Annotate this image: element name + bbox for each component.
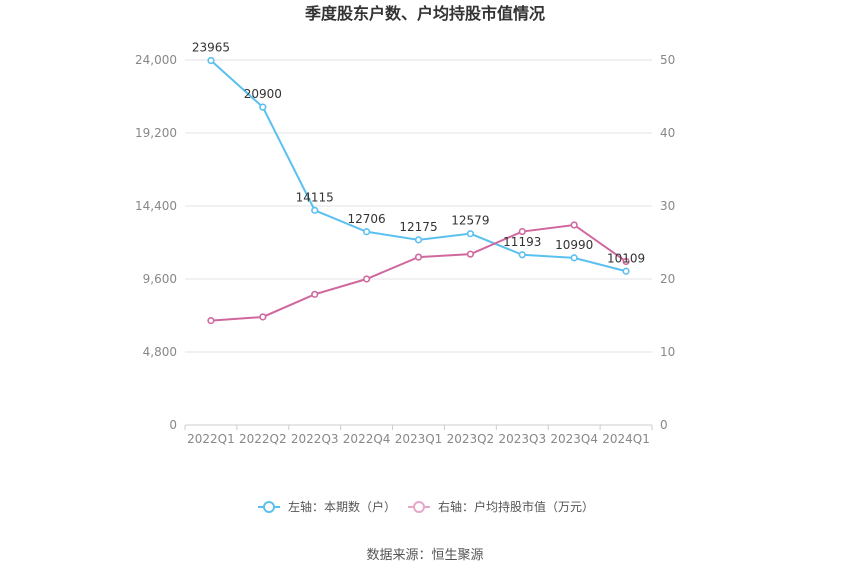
data-labels: 23965 20900 14115 12706 12175 12579 11193 10990… (192, 41, 645, 266)
data-label: 11193 (503, 235, 541, 249)
y-left-tick-label: 0 (169, 418, 177, 432)
source-text: 数据来源：恒生聚源 (366, 548, 483, 563)
data-point (518, 227, 526, 236)
data-label: 20900 (244, 87, 282, 101)
axes: 0 4,800 9,600 14,400 19,200 24,000 0 10 20 30 40 50… (135, 53, 675, 446)
y-left-tick-label: 9,600 (143, 272, 177, 286)
data-point (363, 275, 371, 283)
data-label: 10990 (555, 238, 593, 252)
y-right-tick-label: 30 (660, 199, 675, 213)
legend-marker-circle (413, 501, 425, 513)
x-tick-label: 2024Q1 (602, 432, 650, 446)
data-label: 12579 (451, 214, 489, 228)
data-point (570, 221, 578, 229)
legend-label: 右轴：户均持股市值（万元） (438, 499, 594, 514)
data-point (466, 230, 474, 238)
chart-title: 季度股东户数、户均持股市值情况 (304, 4, 545, 23)
data-point (570, 254, 578, 262)
data-label: 14115 (296, 190, 334, 204)
y-right-tick-label: 20 (660, 272, 675, 286)
x-tick-label: 2023Q4 (550, 432, 598, 446)
data-point (518, 251, 526, 259)
x-tick-label: 2022Q1 (187, 432, 235, 446)
data-point (311, 206, 319, 214)
data-point (414, 253, 423, 261)
y-right-tick-label: 40 (660, 126, 675, 140)
x-tick-label: 2022Q4 (343, 432, 391, 446)
data-point (311, 290, 319, 298)
legend: 左轴：本期数（户） 右轴：户均持股市值（万元） (258, 499, 594, 514)
data-label: 10109 (607, 251, 645, 265)
data-label: 12175 (399, 220, 437, 234)
y-left-tick-label: 24,000 (135, 53, 177, 67)
data-point (259, 313, 267, 321)
y-left-tick-label: 14,400 (135, 199, 177, 213)
x-tick-label: 2022Q2 (239, 432, 287, 446)
data-label: 12706 (348, 212, 386, 226)
data-point (259, 103, 267, 111)
data-point (207, 317, 215, 325)
data-point (207, 56, 215, 65)
x-tick-label: 2023Q3 (498, 432, 546, 446)
y-right-tick-label: 0 (660, 418, 668, 432)
data-point (363, 228, 371, 236)
data-point (622, 257, 630, 266)
data-point (622, 267, 630, 275)
y-left-tick-label: 19,200 (135, 126, 177, 140)
data-label: 23965 (192, 41, 230, 55)
x-tick-label: 2023Q1 (395, 432, 443, 446)
x-tick-label: 2022Q3 (291, 432, 339, 446)
y-right-tick-label: 10 (660, 345, 675, 359)
grid-lines (185, 59, 652, 353)
data-point (414, 236, 423, 244)
y-right-tick-label: 50 (660, 53, 675, 67)
legend-marker-circle (263, 501, 275, 513)
legend-label: 左轴：本期数（户） (288, 499, 396, 514)
data-point (466, 250, 474, 258)
x-tick-label: 2023Q2 (447, 432, 495, 446)
series-points (207, 56, 630, 325)
y-left-tick-label: 4,800 (143, 345, 177, 359)
